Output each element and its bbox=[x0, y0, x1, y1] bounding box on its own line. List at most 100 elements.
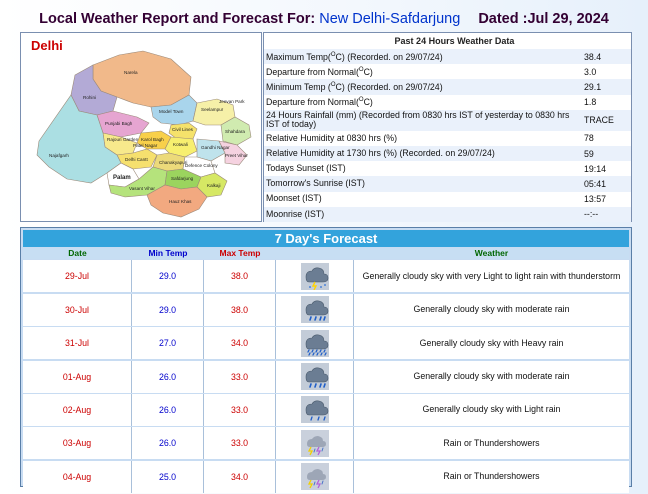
forecast-date: 04-Aug bbox=[23, 460, 132, 493]
cloud-moderate-rain-icon bbox=[300, 363, 329, 391]
map-label: Palam bbox=[113, 175, 131, 181]
forecast-weather: Generally cloudy sky with moderate rain bbox=[413, 371, 570, 382]
map-label: Narela bbox=[124, 70, 138, 75]
map-label: Punjabi Bagh bbox=[105, 121, 133, 126]
past-data-row: Departure from Normal(OC) 1.8 bbox=[264, 95, 631, 110]
forecast-min-temp: 26.0 bbox=[132, 393, 204, 426]
map-label: Preet Vihar bbox=[225, 153, 248, 158]
forecast-row: 31-Jul 27.0 34.0 Generally cloudy sky with … bbox=[23, 327, 629, 360]
map-district-shahdara bbox=[220, 116, 252, 146]
label-text: Todays Sunset (IST) bbox=[266, 162, 346, 173]
map-district-preet-vihar bbox=[218, 140, 248, 166]
label-text: Maximum Temp( bbox=[266, 51, 331, 62]
header-icon bbox=[276, 248, 354, 259]
past-data-value: 29.1 bbox=[584, 81, 602, 92]
label-text-post: C) bbox=[363, 66, 373, 77]
past-data-row: Relative Humidity at 0830 hrs (%) 78 bbox=[264, 131, 631, 146]
label-text: Relative Humidity at 1730 hrs (%) (Recor… bbox=[266, 147, 495, 158]
map-label: Chanakyapuri bbox=[159, 160, 187, 165]
header-location: New Delhi-Safdarjung bbox=[319, 11, 461, 27]
forecast-min-temp: 26.0 bbox=[132, 360, 204, 393]
forecast-max-temp: 34.0 bbox=[204, 460, 276, 493]
forecast-date: 29-Jul bbox=[23, 260, 132, 293]
past-data-row: Todays Sunset (IST) 19:14 bbox=[264, 161, 631, 176]
past-data-row: Minimum Temp (OC) (Recorded. on 29/07/24… bbox=[264, 79, 631, 95]
past-data-row: Relative Humidity at 1730 hrs (%) (Recor… bbox=[264, 145, 631, 162]
map-label: Kalkaji bbox=[207, 183, 221, 188]
label-text: Moonset (IST) bbox=[266, 193, 322, 204]
past-data-label: Departure from Normal(OC) bbox=[264, 66, 582, 77]
map-label: Najafgarh bbox=[49, 153, 69, 158]
map-label: Shahdara bbox=[225, 129, 245, 134]
header-prefix: Local Weather Report and Forecast For: bbox=[39, 11, 316, 27]
forecast-max-temp: 34.0 bbox=[204, 327, 276, 360]
past-data-label: Moonrise (IST) bbox=[264, 208, 582, 220]
forecast-icon-cell bbox=[276, 460, 354, 493]
forecast-row: 02-Aug 26.0 33.0 Generally cloudy sky with … bbox=[23, 393, 629, 426]
forecast-date: 02-Aug bbox=[23, 393, 132, 426]
cloud-light-rain-thunder-icon bbox=[300, 262, 329, 290]
degree-sup: O bbox=[358, 67, 364, 74]
forecast-icon-cell bbox=[276, 360, 354, 393]
forecast-icon-cell bbox=[276, 327, 354, 360]
label-text-post: C) (Recorded. on 29/07/24) bbox=[335, 51, 443, 62]
map-label: Defence Colony bbox=[185, 163, 218, 168]
forecast-date: 01-Aug bbox=[23, 360, 132, 393]
past-data-row: Maximum Temp(OC) (Recorded. on 29/07/24)… bbox=[264, 49, 631, 65]
past-data-value: 78 bbox=[584, 133, 594, 144]
past-data-row: 24 Hours Rainfall (mm) (Recorded from 08… bbox=[264, 109, 631, 131]
past-data-value: 19:14 bbox=[584, 163, 607, 174]
label-text: 24 Hours Rainfall (mm) (Recorded from 08… bbox=[266, 109, 570, 130]
forecast-row: 01-Aug 26.0 33.0 Generally cloudy sky with … bbox=[23, 360, 629, 393]
past-data-label: Departure from Normal(OC) bbox=[264, 96, 582, 107]
degree-sup: O bbox=[358, 97, 364, 104]
forecast-min-temp: 29.0 bbox=[132, 293, 204, 326]
past-data-row: Moonrise (IST) --:-- bbox=[264, 206, 631, 222]
forecast-icon-cell bbox=[276, 393, 354, 426]
past-data-label: Moonset (IST) bbox=[264, 194, 582, 204]
forecast-header-row: Date Min Temp Max Temp Weather bbox=[23, 248, 629, 259]
map-label: Model Town bbox=[159, 109, 184, 114]
past-data-label: Todays Sunset (IST) bbox=[264, 162, 582, 174]
page-header: Local Weather Report and Forecast For: N… bbox=[0, 11, 648, 31]
degree-sup: O bbox=[330, 82, 336, 89]
forecast-date: 03-Aug bbox=[23, 427, 132, 460]
forecast-title: 7 Day's Forecast bbox=[23, 230, 629, 247]
past-data-row: Moonset (IST) 13:57 bbox=[264, 192, 631, 207]
forecast-max-temp: 33.0 bbox=[204, 427, 276, 460]
map-label: Rohini bbox=[83, 95, 96, 100]
header-max-temp: Max Temp bbox=[204, 248, 276, 259]
past-data-row: Departure from Normal(OC) 3.0 bbox=[264, 64, 631, 79]
label-text: Moonrise (IST) bbox=[266, 208, 325, 219]
past-data-label: Minimum Temp (OC) (Recorded. on 29/07/24… bbox=[264, 81, 582, 92]
past-data-value: --:-- bbox=[584, 209, 599, 220]
label-text: Relative Humidity at 0830 hrs (%) bbox=[266, 132, 398, 143]
past-data-value: 13:57 bbox=[584, 194, 607, 205]
label-text: Departure from Normal( bbox=[266, 97, 359, 108]
past-data-label: Relative Humidity at 0830 hrs (%) bbox=[264, 132, 582, 144]
past-24-hours-panel: Past 24 Hours Weather Data Maximum Temp(… bbox=[263, 32, 632, 222]
forecast-weather: Generally cloudy sky with Light rain bbox=[422, 404, 561, 415]
map-label: Patel Nagar bbox=[133, 143, 158, 148]
map-label: Safdarjung bbox=[171, 176, 194, 181]
map-label: Civil Lines bbox=[172, 127, 194, 132]
forecast-max-temp: 33.0 bbox=[204, 360, 276, 393]
past-data-row: Tomorrow's Sunrise (IST) 05:41 bbox=[264, 176, 631, 192]
forecast-weather: Rain or Thundershowers bbox=[443, 437, 540, 448]
forecast-max-temp: 33.0 bbox=[204, 393, 276, 426]
forecast-row: 29-Jul 29.0 38.0 Generally cloudy sky with … bbox=[23, 260, 629, 293]
map-title: Delhi bbox=[31, 38, 63, 53]
forecast-weather: Generally cloudy sky with moderate rain bbox=[413, 304, 570, 315]
forecast-icon-cell bbox=[276, 427, 354, 460]
forecast-row: 30-Jul 29.0 38.0 Generally cloudy sky with … bbox=[23, 293, 629, 326]
cloud-heavy-rain-icon bbox=[300, 329, 329, 357]
cloud-light-rain-icon bbox=[300, 396, 329, 424]
cloud-moderate-rain-icon bbox=[300, 296, 329, 324]
label-text-post: C) (Recorded. on 29/07/24) bbox=[335, 82, 443, 93]
map-label: Jeevan Park bbox=[219, 99, 245, 104]
past-data-label: Tomorrow's Sunrise (IST) bbox=[264, 178, 582, 189]
forecast-min-temp: 29.0 bbox=[132, 260, 204, 293]
forecast-weather: Rain or Thundershowers bbox=[443, 471, 540, 482]
label-text-post: C) bbox=[363, 97, 373, 108]
past-data-value: 59 bbox=[584, 148, 594, 159]
